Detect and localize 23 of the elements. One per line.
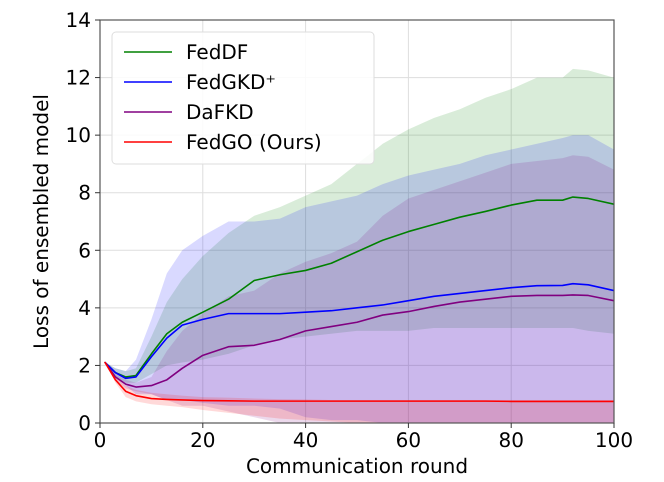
legend-label: FedGO (Ours) <box>186 130 322 154</box>
x-tick-label: 60 <box>396 428 422 452</box>
y-tick-label: 4 <box>78 296 91 320</box>
y-tick-label: 0 <box>78 411 91 435</box>
x-tick-label: 20 <box>190 428 216 452</box>
legend-label: DaFKD <box>186 100 254 124</box>
line-series <box>104 362 614 402</box>
line-series <box>104 294 614 388</box>
x-tick-label: 80 <box>498 428 524 452</box>
legend-label: FedDF <box>186 40 248 64</box>
y-tick-label: 10 <box>66 123 91 148</box>
y-tick-label: 14 <box>66 8 91 32</box>
y-axis-title: Loss of ensembled model <box>29 94 53 349</box>
x-axis-title: Communication round <box>246 454 468 478</box>
y-tick-label: 8 <box>78 180 91 205</box>
y-tick-label: 12 <box>66 66 91 90</box>
y-tick-label: 2 <box>78 353 91 378</box>
x-tick-label: 0 <box>94 428 106 452</box>
y-tick-label: 6 <box>78 238 91 262</box>
legend-label: FedGKD⁺ <box>186 70 276 94</box>
x-tick-label: 40 <box>292 428 318 452</box>
line-series <box>104 282 614 380</box>
x-tick-label: 100 <box>594 428 634 452</box>
